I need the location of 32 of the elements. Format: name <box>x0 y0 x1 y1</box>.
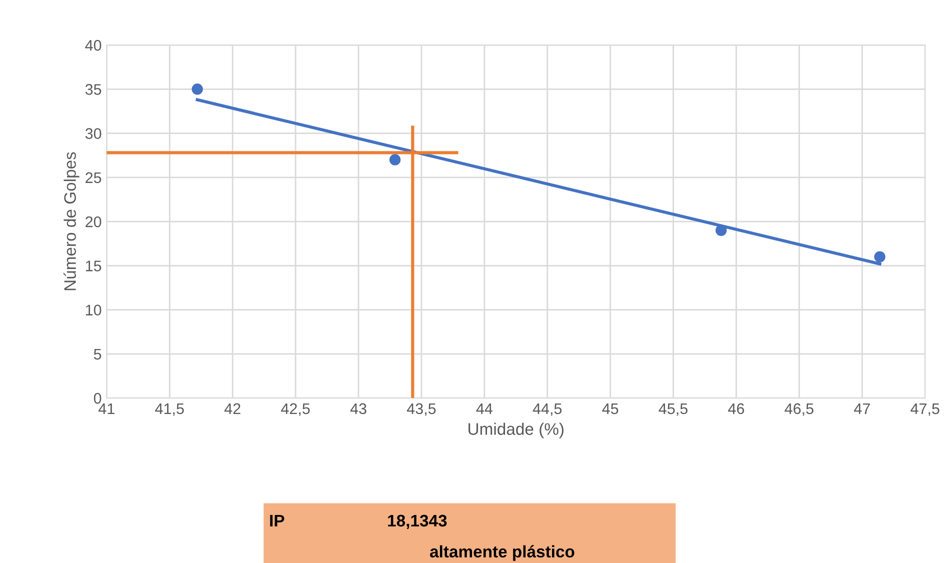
x-tick-label: 43,5 <box>406 403 436 416</box>
y-tick-label: 10 <box>86 304 102 316</box>
y-tick-label: 30 <box>85 128 102 139</box>
x-tick-label: 47,5 <box>910 403 940 416</box>
y-tick-label: 25 <box>86 172 102 184</box>
text: altamente plástico <box>430 545 574 561</box>
point <box>716 224 727 236</box>
point <box>874 251 886 262</box>
x-tick-label: 46,5 <box>784 403 814 416</box>
x-tick-label: 45 <box>602 403 618 414</box>
x-tick-label: 42 <box>224 403 240 414</box>
y-tick-label: 15 <box>86 260 102 272</box>
x-axis-title: Umidade (%) <box>468 422 564 438</box>
x-tick-label: 44,5 <box>532 403 562 416</box>
x-tick-label: 47 <box>854 403 870 414</box>
x-tick-label: 41,5 <box>155 403 184 416</box>
y-axis-title: Número de Golpes <box>64 152 80 290</box>
y-tick-label: 40 <box>85 40 102 51</box>
x-tick-label: 41 <box>98 403 114 414</box>
x-tick-label: 45,5 <box>658 403 688 416</box>
x-tick-label: 44 <box>476 403 492 414</box>
y-tick-label: 20 <box>86 216 102 228</box>
y-tick-label: 0 <box>94 392 102 404</box>
point <box>389 154 401 166</box>
y-tick-label: 5 <box>94 348 102 360</box>
x-tick-label: 43 <box>350 403 366 414</box>
point <box>192 84 203 95</box>
y-tick-label: 35 <box>85 84 102 95</box>
x-tick-label: 46 <box>728 403 744 414</box>
text: 18,1343 <box>388 514 447 529</box>
text: IP <box>270 514 284 526</box>
x-tick-label: 42,5 <box>281 403 310 416</box>
